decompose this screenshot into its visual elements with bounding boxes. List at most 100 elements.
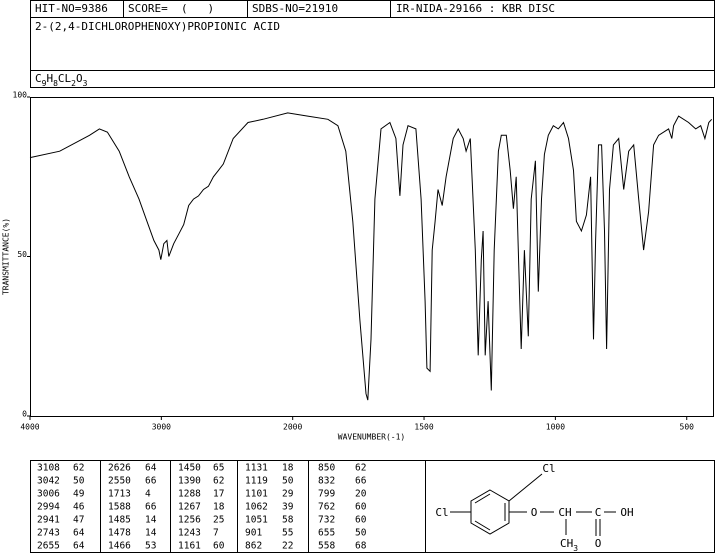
table-box: [30, 460, 715, 553]
sdbs-no: SDBS-NO=21910: [252, 2, 338, 15]
peak-transmittance: 49: [73, 489, 85, 500]
peak-transmittance: 47: [73, 515, 84, 526]
peak-wavenumber: 1713: [108, 489, 131, 500]
peak-transmittance: 60: [355, 502, 367, 513]
atom-label: Cl: [542, 462, 555, 475]
peak-transmittance: 20: [355, 489, 367, 500]
atom-label: CH: [558, 506, 571, 519]
peak-transmittance: 62: [213, 476, 224, 487]
peak-wavenumber: 1131: [245, 463, 268, 474]
x-tick-label: 1000: [546, 423, 565, 432]
peak-transmittance: 50: [355, 528, 367, 539]
peak-transmittance: 62: [73, 463, 84, 474]
peak-transmittance: 60: [355, 515, 367, 526]
score: SCORE= ( ): [128, 2, 214, 15]
peak-wavenumber: 1450: [178, 463, 201, 474]
structure-bonds: [450, 473, 616, 536]
peak-wavenumber: 1485: [108, 515, 131, 526]
peak-transmittance: 64: [73, 528, 85, 539]
peak-transmittance: 14: [145, 515, 157, 526]
peak-wavenumber: 1161: [178, 541, 201, 552]
atom-label: CH3: [560, 537, 578, 553]
peak-wavenumber: 558: [318, 541, 335, 552]
atom-label: C: [595, 506, 602, 519]
peak-transmittance: 22: [282, 541, 293, 552]
peak-wavenumber: 1466: [108, 541, 131, 552]
peak-wavenumber: 1588: [108, 502, 131, 513]
peak-wavenumber: 2941: [37, 515, 60, 526]
hit-no: HIT-NO=9386: [35, 2, 108, 15]
peak-transmittance: 46: [73, 502, 85, 513]
peak-wavenumber: 1119: [245, 476, 268, 487]
peak-transmittance: 64: [73, 541, 85, 552]
spectrum-line: [29, 112, 713, 401]
peak-transmittance: 14: [145, 528, 157, 539]
peak-wavenumber: 2655: [37, 541, 60, 552]
y-tick-label: 0: [22, 410, 27, 419]
atom-label: O: [595, 537, 602, 550]
x-tick-label: 3000: [152, 423, 171, 432]
peak-transmittance: 4: [145, 489, 151, 500]
peak-transmittance: 58: [282, 515, 294, 526]
peak-wavenumber: 2626: [108, 463, 131, 474]
x-tick-label: 2000: [283, 423, 302, 432]
peak-transmittance: 25: [213, 515, 224, 526]
peak-wavenumber: 2550: [108, 476, 131, 487]
plot-frame: [30, 97, 714, 417]
peak-wavenumber: 3108: [37, 463, 60, 474]
peak-transmittance: 64: [145, 463, 157, 474]
x-tick-label: 4000: [20, 423, 39, 432]
formula: C9H8CL2O3: [35, 72, 88, 88]
peak-wavenumber: 3042: [37, 476, 60, 487]
peak-wavenumber: 1288: [178, 489, 201, 500]
peak-wavenumber: 1243: [178, 528, 201, 539]
x-tick-label: 500: [680, 423, 695, 432]
atom-label: O: [531, 506, 538, 519]
peak-transmittance: 66: [355, 476, 367, 487]
peak-transmittance: 55: [282, 528, 293, 539]
peak-wavenumber: 2743: [37, 528, 60, 539]
x-tick-label: 1500: [414, 423, 433, 432]
atom-label: OH: [620, 506, 633, 519]
peak-transmittance: 18: [282, 463, 294, 474]
peak-transmittance: 7: [213, 528, 219, 539]
ring: [470, 489, 510, 535]
peak-wavenumber: 799: [318, 489, 335, 500]
peak-wavenumber: 1101: [245, 489, 268, 500]
peak-transmittance: 60: [213, 541, 225, 552]
peak-transmittance: 50: [73, 476, 85, 487]
peak-transmittance: 68: [355, 541, 367, 552]
peak-transmittance: 29: [282, 489, 294, 500]
peak-wavenumber: 850: [318, 463, 335, 474]
peak-wavenumber: 762: [318, 502, 335, 513]
peak-wavenumber: 655: [318, 528, 335, 539]
peak-wavenumber: 901: [245, 528, 262, 539]
peak-wavenumber: 1390: [178, 476, 201, 487]
y-axis-label: TRANSMITTANCE(%): [2, 218, 11, 295]
peak-transmittance: 53: [145, 541, 156, 552]
peak-wavenumber: 832: [318, 476, 335, 487]
compound-name: 2-(2,4-DICHLOROPHENOXY)PROPIONIC ACID: [35, 20, 280, 33]
peak-transmittance: 65: [213, 463, 224, 474]
peak-wavenumber: 1062: [245, 502, 268, 513]
peak-wavenumber: 1051: [245, 515, 268, 526]
bond: [508, 473, 543, 502]
peak-wavenumber: 3006: [37, 489, 60, 500]
bond: [474, 493, 491, 504]
peak-wavenumber: 1267: [178, 502, 201, 513]
peak-transmittance: 18: [213, 502, 225, 513]
peak-wavenumber: 1478: [108, 528, 131, 539]
peak-transmittance: 62: [355, 463, 366, 474]
method: IR-NIDA-29166 : KBR DISC: [396, 2, 555, 15]
x-axis-label: WAVENUMBER(-1): [338, 433, 405, 442]
peak-wavenumber: 862: [245, 541, 262, 552]
peak-transmittance: 17: [213, 489, 224, 500]
peak-transmittance: 50: [282, 476, 294, 487]
peak-transmittance: 66: [145, 502, 157, 513]
peak-transmittance: 66: [145, 476, 157, 487]
peak-wavenumber: 732: [318, 515, 335, 526]
peak-wavenumber: 2994: [37, 502, 60, 513]
peak-wavenumber: 1256: [178, 515, 201, 526]
